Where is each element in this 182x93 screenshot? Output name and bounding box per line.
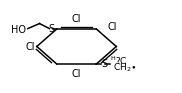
Text: S: S (48, 24, 54, 34)
Text: Cl: Cl (107, 22, 117, 32)
Text: $^{\mathsf{H}}$?C: $^{\mathsf{H}}$?C (110, 55, 128, 67)
Text: Cl: Cl (72, 69, 81, 79)
Text: Cl: Cl (25, 42, 35, 52)
Text: HO: HO (11, 24, 26, 35)
Text: Cl: Cl (72, 14, 81, 24)
Text: S: S (102, 59, 108, 69)
Text: CH$_2$$\bullet$: CH$_2$$\bullet$ (113, 61, 136, 74)
